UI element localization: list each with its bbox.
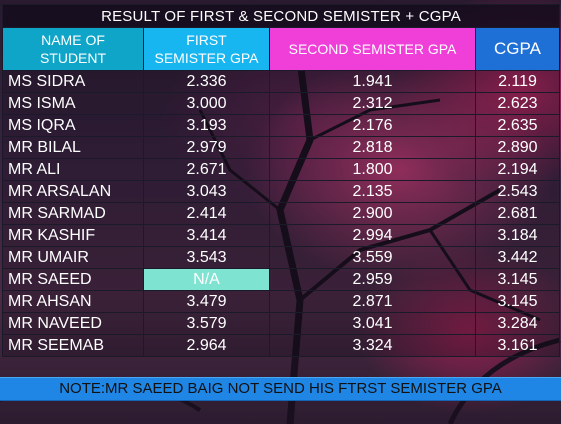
cgpa-cell: 2.543 — [476, 181, 560, 203]
first-gpa-cell: 3.414 — [144, 225, 270, 247]
student-name-cell: MR AHSAN — [3, 291, 144, 313]
header-second-semister-gpa: SECOND SEMISTER GPA — [270, 28, 476, 71]
first-gpa-cell: 3.000 — [144, 93, 270, 115]
first-gpa-cell: 2.336 — [144, 71, 270, 93]
first-gpa-cell: 2.964 — [144, 335, 270, 357]
second-gpa-cell: 2.871 — [270, 291, 476, 313]
first-gpa-cell: 3.043 — [144, 181, 270, 203]
student-name-cell: MR SEEMAB — [3, 335, 144, 357]
second-gpa-cell: 2.176 — [270, 115, 476, 137]
cgpa-cell: 3.161 — [476, 335, 560, 357]
cgpa-cell: 2.194 — [476, 159, 560, 181]
header-cgpa: CGPA — [476, 28, 560, 71]
first-gpa-cell: 2.671 — [144, 159, 270, 181]
cgpa-cell: 3.145 — [476, 269, 560, 291]
student-name-cell: MR SAEED — [3, 269, 144, 291]
student-name-cell: MR KASHIF — [3, 225, 144, 247]
cgpa-cell: 3.442 — [476, 247, 560, 269]
cgpa-cell: 2.635 — [476, 115, 560, 137]
cgpa-cell: 3.145 — [476, 291, 560, 313]
table-title: RESULT OF FIRST & SECOND SEMISTER + CGPA — [3, 5, 560, 28]
student-name-cell: MR UMAIR — [3, 247, 144, 269]
header-first-line-1: FIRST — [144, 31, 269, 49]
note-bar: NOTE:MR SAEED BAIG NOT SEND HIS FTRST SE… — [0, 377, 561, 401]
table-row: MR SEEMAB 2.964 3.324 3.161 — [3, 335, 560, 357]
table-row: MS ISMA 3.000 2.312 2.623 — [3, 93, 560, 115]
first-gpa-cell: 2.979 — [144, 137, 270, 159]
second-gpa-cell: 2.959 — [270, 269, 476, 291]
first-gpa-cell: 3.479 — [144, 291, 270, 313]
table-row: MR ARSALAN 3.043 2.135 2.543 — [3, 181, 560, 203]
second-gpa-cell: 3.559 — [270, 247, 476, 269]
student-name-cell: MR NAVEED — [3, 313, 144, 335]
header-name-of-student: NAME OF STUDENT — [3, 28, 144, 71]
second-gpa-cell: 2.312 — [270, 93, 476, 115]
cgpa-cell: 3.184 — [476, 225, 560, 247]
student-rows: MS SIDRA 2.336 1.941 2.119 MS ISMA 3.000 2.312… — [3, 71, 560, 357]
table-row: MR NAVEED 3.579 3.041 3.284 — [3, 313, 560, 335]
student-name-cell: MR ALI — [3, 159, 144, 181]
results-table: RESULT OF FIRST & SECOND SEMISTER + CGPA… — [2, 4, 560, 357]
header-name-line-1: NAME OF — [3, 31, 143, 49]
header-first-line-2: SEMISTER GPA — [144, 49, 269, 67]
student-name-cell: MR BILAL — [3, 137, 144, 159]
second-gpa-cell: 2.135 — [270, 181, 476, 203]
first-gpa-cell: N/A — [144, 269, 270, 291]
second-gpa-cell: 1.800 — [270, 159, 476, 181]
second-gpa-cell: 2.818 — [270, 137, 476, 159]
header-name-line-2: STUDENT — [3, 49, 143, 67]
table-row: MR ALI 2.671 1.800 2.194 — [3, 159, 560, 181]
cgpa-cell: 2.623 — [476, 93, 560, 115]
cgpa-cell: 3.284 — [476, 313, 560, 335]
second-gpa-cell: 1.941 — [270, 71, 476, 93]
table-row: MS IQRA 3.193 2.176 2.635 — [3, 115, 560, 137]
header-row: NAME OF STUDENT FIRST SEMISTER GPA SECON… — [3, 28, 560, 71]
first-gpa-cell: 3.543 — [144, 247, 270, 269]
first-gpa-cell: 3.193 — [144, 115, 270, 137]
second-gpa-cell: 2.994 — [270, 225, 476, 247]
second-gpa-cell: 2.900 — [270, 203, 476, 225]
first-gpa-cell: 3.579 — [144, 313, 270, 335]
header-first-semister-gpa: FIRST SEMISTER GPA — [144, 28, 270, 71]
table-row: MR SARMAD 2.414 2.900 2.681 — [3, 203, 560, 225]
results-table-wrapper: RESULT OF FIRST & SECOND SEMISTER + CGPA… — [2, 4, 559, 357]
student-name-cell: MS SIDRA — [3, 71, 144, 93]
table-row: MS SIDRA 2.336 1.941 2.119 — [3, 71, 560, 93]
student-name-cell: MS ISMA — [3, 93, 144, 115]
table-row: MR BILAL 2.979 2.818 2.890 — [3, 137, 560, 159]
second-gpa-cell: 3.324 — [270, 335, 476, 357]
student-name-cell: MS IQRA — [3, 115, 144, 137]
table-row: MR UMAIR 3.543 3.559 3.442 — [3, 247, 560, 269]
table-row: MR AHSAN 3.479 2.871 3.145 — [3, 291, 560, 313]
first-gpa-cell: 2.414 — [144, 203, 270, 225]
cgpa-cell: 2.681 — [476, 203, 560, 225]
cgpa-cell: 2.890 — [476, 137, 560, 159]
table-row: MR KASHIF 3.414 2.994 3.184 — [3, 225, 560, 247]
table-row: MR SAEED N/A 2.959 3.145 — [3, 269, 560, 291]
student-name-cell: MR SARMAD — [3, 203, 144, 225]
student-name-cell: MR ARSALAN — [3, 181, 144, 203]
cgpa-cell: 2.119 — [476, 71, 560, 93]
second-gpa-cell: 3.041 — [270, 313, 476, 335]
